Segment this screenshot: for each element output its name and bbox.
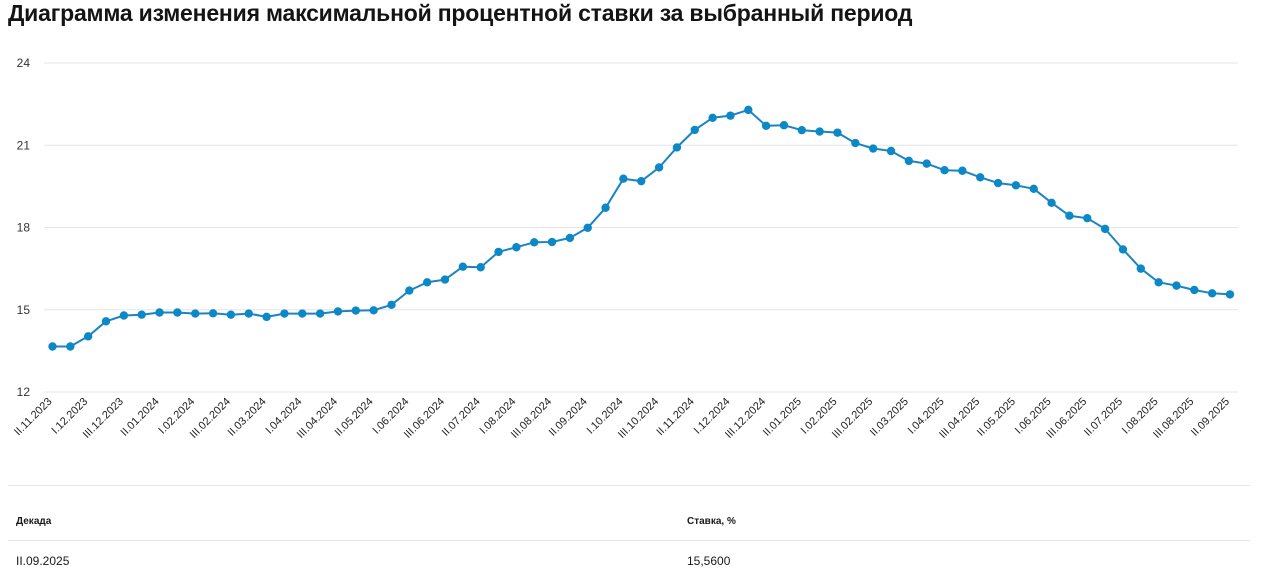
data-point[interactable]: [1207, 289, 1217, 298]
data-point[interactable]: [637, 176, 646, 186]
data-point[interactable]: [1029, 184, 1038, 194]
data-point[interactable]: [512, 243, 521, 252]
table-header-rate: Ставка, %: [687, 516, 736, 527]
data-point[interactable]: [1136, 264, 1145, 273]
data-point[interactable]: [1172, 281, 1181, 290]
data-point[interactable]: [922, 159, 931, 168]
data-point[interactable]: [851, 138, 860, 148]
data-point[interactable]: [708, 113, 717, 123]
data-point[interactable]: [797, 125, 807, 135]
data-point[interactable]: [672, 143, 682, 152]
y-tick-label: 15: [17, 303, 31, 317]
data-point[interactable]: [601, 203, 610, 212]
data-point[interactable]: [690, 125, 699, 135]
data-point[interactable]: [48, 342, 57, 351]
x-tick-label: II.05.2025: [975, 396, 1018, 439]
data-point[interactable]: [726, 111, 735, 120]
data-point[interactable]: [1118, 245, 1128, 254]
data-point[interactable]: [1083, 213, 1092, 223]
x-tick-label: II.11.2024: [654, 396, 697, 439]
data-point[interactable]: [530, 238, 539, 247]
y-tick-label: 24: [17, 56, 31, 70]
data-point[interactable]: [815, 127, 824, 136]
data-point[interactable]: [904, 156, 914, 166]
grid-lines: [44, 62, 1238, 393]
x-tick-label: II.03.2025: [868, 396, 911, 439]
data-point[interactable]: [262, 312, 271, 322]
data-point[interactable]: [547, 237, 557, 247]
data-point[interactable]: [440, 275, 450, 284]
table-header-decade: Декада: [16, 516, 52, 527]
data-point[interactable]: [833, 128, 842, 137]
data-point[interactable]: [280, 309, 289, 318]
data-point[interactable]: [155, 308, 164, 317]
data-point[interactable]: [1047, 198, 1056, 208]
data-point[interactable]: [779, 121, 789, 130]
x-tick-label: II.03.2024: [226, 396, 269, 439]
data-point[interactable]: [1190, 285, 1199, 295]
data-point[interactable]: [173, 308, 182, 317]
x-tick-label: II.09.2024: [547, 396, 590, 439]
data-point[interactable]: [333, 307, 343, 316]
data-point[interactable]: [976, 173, 985, 182]
data-point[interactable]: [619, 174, 628, 183]
data-point[interactable]: [458, 262, 468, 271]
data-points: [48, 105, 1235, 351]
data-point[interactable]: [993, 178, 1003, 188]
x-tick-label: II.11.2023: [12, 396, 55, 439]
data-point[interactable]: [83, 332, 93, 341]
data-point[interactable]: [351, 306, 360, 315]
line-chart: 12 15 18 21 24 II.11.2023I.12.2023III.12.202…: [12, 56, 1238, 441]
x-tick-label: II.01.2025: [761, 396, 804, 439]
x-tick-label: II.07.2025: [1082, 396, 1125, 439]
data-point[interactable]: [1154, 278, 1163, 287]
data-point[interactable]: [244, 309, 253, 318]
y-tick-label: 21: [17, 138, 31, 152]
data-point[interactable]: [868, 144, 878, 153]
data-point[interactable]: [137, 310, 146, 319]
data-point[interactable]: [1065, 211, 1074, 220]
data-point[interactable]: [1225, 290, 1235, 299]
table-cell-rate: 15,5600: [687, 554, 731, 568]
data-point[interactable]: [761, 121, 771, 130]
data-point[interactable]: [208, 309, 218, 318]
y-axis-ticks: 12 15 18 21 24: [17, 56, 31, 399]
data-point[interactable]: [298, 309, 307, 318]
data-point[interactable]: [1100, 224, 1110, 234]
data-point[interactable]: [565, 233, 575, 243]
data-point[interactable]: [387, 300, 396, 310]
chart-title: Диаграмма изменения максимальной процент…: [8, 0, 913, 26]
data-point[interactable]: [940, 165, 949, 175]
data-point[interactable]: [369, 306, 378, 315]
data-point[interactable]: [744, 105, 753, 115]
data-point[interactable]: [226, 310, 236, 319]
table-cell-decade: II.09.2025: [16, 554, 70, 568]
x-axis-ticks: II.11.2023I.12.2023III.12.2023II.01.2024…: [12, 396, 1232, 441]
x-tick-label: II.09.2025: [1189, 396, 1232, 439]
data-point[interactable]: [494, 247, 503, 257]
data-point[interactable]: [405, 286, 414, 295]
data-point[interactable]: [1011, 181, 1021, 190]
data-point[interactable]: [66, 342, 75, 351]
data-point[interactable]: [101, 317, 111, 326]
data-point[interactable]: [119, 311, 129, 320]
data-point[interactable]: [886, 146, 896, 156]
data-point[interactable]: [315, 309, 325, 318]
y-tick-label: 18: [17, 221, 31, 235]
data-point[interactable]: [476, 263, 485, 272]
data-point[interactable]: [191, 309, 200, 318]
x-tick-label: II.01.2024: [119, 396, 162, 439]
data-point[interactable]: [583, 223, 592, 232]
x-tick-label: II.05.2024: [333, 396, 376, 439]
x-tick-label: II.07.2024: [440, 396, 483, 439]
data-point[interactable]: [958, 166, 967, 175]
data-point[interactable]: [654, 163, 664, 172]
data-point[interactable]: [422, 278, 432, 287]
table-header-divider: [8, 540, 1250, 541]
y-tick-label: 12: [17, 385, 31, 399]
table-top-divider: [8, 485, 1250, 486]
